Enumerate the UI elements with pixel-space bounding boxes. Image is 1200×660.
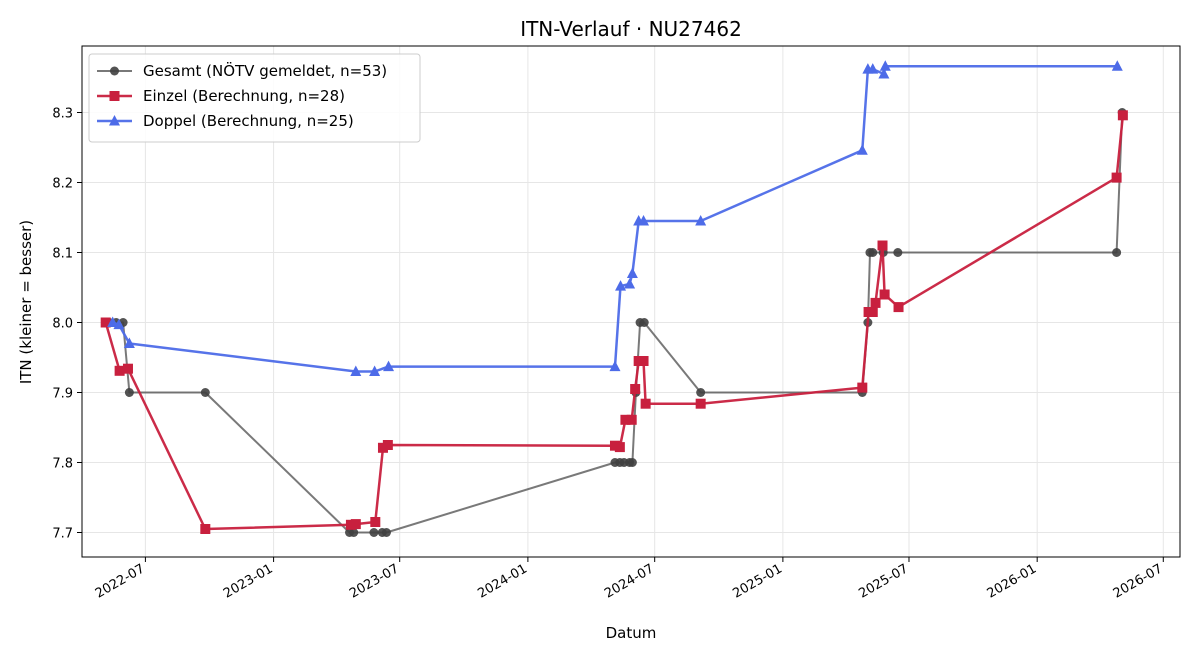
data-point bbox=[122, 363, 133, 374]
chart-title: ITN-Verlauf · NU27462 bbox=[520, 17, 742, 41]
data-point bbox=[626, 414, 637, 425]
data-point bbox=[383, 360, 395, 372]
data-point bbox=[879, 60, 891, 71]
data-point bbox=[1111, 60, 1123, 71]
y-tick-label: 7.8 bbox=[52, 457, 73, 472]
y-tick-label: 8.2 bbox=[52, 177, 73, 192]
y-tick-label: 7.9 bbox=[52, 387, 73, 402]
series-3 bbox=[107, 60, 1123, 376]
data-point bbox=[638, 215, 650, 226]
data-point bbox=[609, 360, 621, 372]
legend-label: Einzel (Berechnung, n=28) bbox=[143, 87, 345, 105]
data-point bbox=[370, 517, 381, 527]
data-point bbox=[870, 297, 881, 308]
x-axis-title: Datum bbox=[606, 624, 657, 642]
data-point bbox=[369, 528, 379, 537]
legend-label: Doppel (Berechnung, n=25) bbox=[143, 112, 354, 130]
data-point bbox=[200, 524, 211, 534]
data-point bbox=[369, 365, 381, 376]
data-point bbox=[100, 317, 111, 328]
y-tick-label: 8.3 bbox=[52, 107, 73, 122]
data-point bbox=[1117, 110, 1128, 121]
legend-marker bbox=[109, 115, 120, 126]
data-point bbox=[615, 280, 627, 291]
data-point bbox=[640, 398, 651, 409]
y-axis-title: ITN (kleiner = besser) bbox=[17, 220, 35, 384]
legend: Gesamt (NÖTV gemeldet, n=53) Einzel (Bere… bbox=[88, 53, 421, 143]
data-point bbox=[879, 289, 890, 300]
data-point bbox=[382, 440, 393, 450]
data-point bbox=[867, 307, 878, 317]
data-point bbox=[1112, 248, 1122, 257]
data-point bbox=[867, 63, 879, 74]
series-layer bbox=[100, 60, 1128, 537]
data-point bbox=[856, 144, 868, 155]
data-point bbox=[350, 365, 362, 376]
data-point bbox=[639, 318, 649, 327]
data-point bbox=[350, 519, 361, 530]
data-point bbox=[123, 337, 135, 348]
data-point bbox=[200, 388, 210, 397]
data-point bbox=[630, 384, 641, 394]
data-point bbox=[124, 388, 134, 397]
data-point bbox=[877, 240, 888, 251]
data-point bbox=[695, 398, 706, 409]
plot-frame bbox=[81, 45, 1181, 558]
data-point bbox=[868, 248, 878, 257]
data-point bbox=[857, 382, 868, 393]
legend-marker bbox=[110, 66, 119, 76]
data-point bbox=[624, 278, 636, 289]
data-point bbox=[638, 356, 649, 366]
data-point bbox=[696, 388, 706, 397]
data-point bbox=[893, 302, 904, 313]
data-point bbox=[349, 528, 359, 537]
legend-marker bbox=[109, 91, 120, 101]
data-point bbox=[614, 442, 625, 453]
data-point bbox=[381, 528, 391, 537]
y-tick-label: 8.1 bbox=[52, 247, 73, 262]
data-point bbox=[626, 267, 638, 278]
y-tick-label: 8.0 bbox=[52, 317, 73, 332]
data-point bbox=[620, 414, 631, 425]
data-point bbox=[893, 248, 903, 257]
data-point bbox=[113, 318, 125, 330]
data-point bbox=[1111, 172, 1122, 183]
data-point bbox=[695, 215, 707, 226]
legend-label: Gesamt (NÖTV gemeldet, n=53) bbox=[143, 61, 387, 80]
data-point bbox=[627, 458, 637, 467]
legend-box bbox=[88, 53, 421, 143]
y-tick-label: 7.7 bbox=[52, 527, 73, 542]
series-2 bbox=[100, 110, 1128, 534]
data-point bbox=[114, 365, 125, 376]
data-point bbox=[878, 68, 890, 79]
data-point bbox=[107, 316, 119, 327]
